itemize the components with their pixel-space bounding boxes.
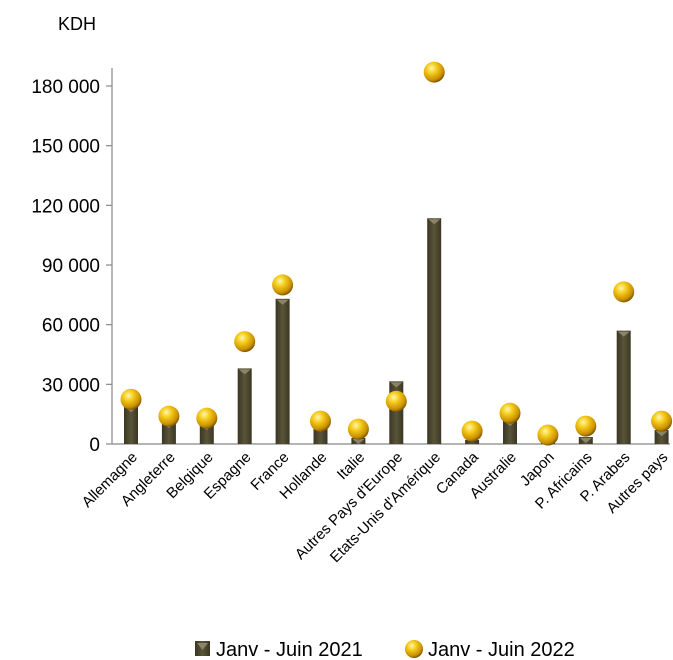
y-tick-label: 60 000 [42,316,100,337]
y-tick-label: 0 [89,435,100,456]
bar-2021 [616,330,631,444]
bar-2021 [654,430,669,444]
bar-2021 [503,420,517,444]
bar-2021-body [503,420,517,444]
marker-2022 [120,388,142,410]
y-tick-label: 150 000 [31,137,100,158]
bar-2021 [427,218,442,444]
bar-2021-cap [655,431,668,437]
bar-2021-body [161,422,176,444]
marker-2022 [537,424,559,446]
bar-2021-cap [579,438,592,444]
bar-2021-cap [276,299,289,305]
legend-item-2022: Janv - Juin 2022 [405,639,575,660]
marker-2022 [575,415,597,437]
bar-2021-body [199,424,214,444]
x-axis-ticks: AllemagneAngleterreBelgiqueEspagneFrance… [79,448,672,566]
x-tick-label: Italie [334,449,368,483]
bar-2021 [578,437,593,444]
bar-2021 [275,298,290,444]
bar-2021 [351,438,366,445]
y-axis-ticks: 0 30 000 60 000 90 000 120 000 150 000 180 000 [31,77,112,456]
legend: Janv - Juin 2021 Janv - Juin 2022 [195,639,575,660]
bar-2021-body [616,330,631,444]
legend-item-2021: Janv - Juin 2021 [195,639,363,660]
bar-2021-cap [617,331,630,337]
marker-2022 [651,410,673,432]
bar-2021-body [124,406,138,444]
legend-sphere-swatch [405,640,423,658]
marker-2022 [310,410,331,432]
bar-2021-body [237,368,252,444]
marker-2022 [613,281,635,303]
marker-2022 [499,402,521,424]
legend-label-2022: Janv - Juin 2022 [428,639,575,660]
marker-2022 [347,418,369,440]
bar-2021-body [465,440,480,444]
bar-2021 [237,368,252,444]
marker-2022 [158,405,180,427]
legend-label-2021: Janv - Juin 2021 [216,639,363,660]
marker-2022 [423,61,445,83]
bar-2021-body [654,430,669,444]
marker-2022 [385,390,407,412]
bar-2021-body [275,298,290,444]
legend-bar-swatch-cap [197,643,208,650]
y-tick-label: 120 000 [31,196,100,217]
bar-2021 [124,406,138,444]
y-tick-label: 180 000 [31,77,100,98]
unit-label: KDH [58,14,96,34]
bar-2021-cap [390,382,403,388]
bar-2021-cap [428,219,441,225]
marker-2022 [234,331,256,353]
bar-2021-cap [352,439,365,445]
bar-2021-cap [238,369,251,375]
bar-2021 [465,440,480,444]
y-tick-label: 30 000 [42,375,100,396]
bar-2021-body [427,218,442,444]
y-tick-label: 90 000 [42,256,100,277]
marker-2022 [196,407,218,429]
marker-2022 [272,274,294,296]
marker-2022 [461,420,483,442]
markers-2022 [120,61,673,446]
